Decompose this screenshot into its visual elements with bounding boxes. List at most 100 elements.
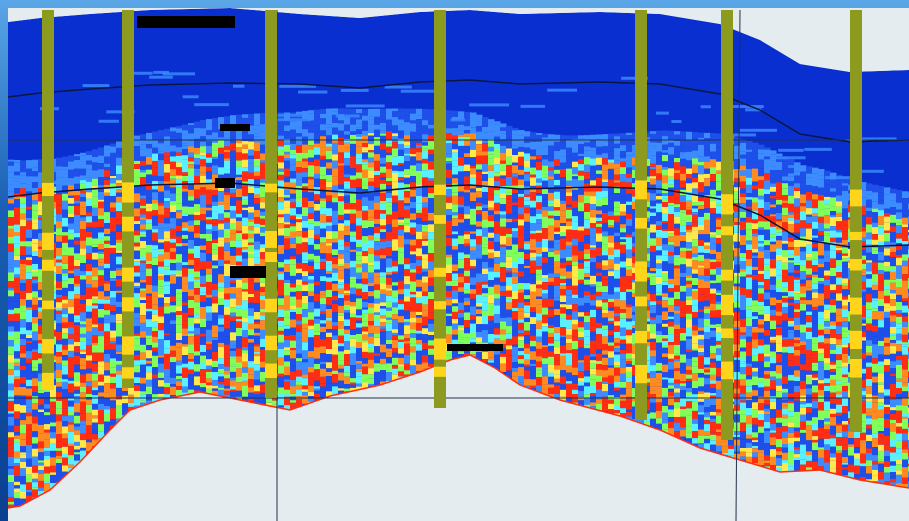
stratum-cell: [176, 187, 183, 195]
stratum-cell: [236, 390, 243, 397]
stratum-cell: [116, 270, 123, 276]
stratum-cell: [86, 339, 93, 346]
stratum-cell: [158, 191, 165, 195]
stratum-cell: [128, 394, 135, 403]
stratum-cell: [326, 208, 333, 216]
stratum-cell: [80, 255, 87, 264]
stratum-cell: [362, 150, 369, 153]
stratum-cell: [194, 307, 201, 315]
stratum-cell: [356, 119, 363, 124]
stratum-cell: [290, 248, 297, 257]
stratum-cell: [20, 383, 27, 387]
stratum-cell: [530, 346, 537, 352]
stratum-cell: [326, 317, 333, 321]
stratum-cell: [350, 273, 357, 277]
stratum-cell: [536, 148, 543, 152]
stratum-cell: [68, 344, 75, 351]
stratum-cell: [92, 162, 99, 171]
stratum-cell: [428, 128, 435, 136]
stratum-cell: [176, 126, 183, 129]
stratum-cell: [548, 140, 555, 146]
stratum-cell: [392, 234, 399, 240]
stratum-cell: [116, 141, 123, 148]
stratum-cell: [518, 248, 525, 252]
stratum-cell: [506, 268, 513, 271]
stratum-cell: [56, 194, 63, 200]
stratum-cell: [386, 108, 393, 117]
stratum-cell: [398, 294, 405, 300]
stratum-cell: [374, 371, 381, 380]
stratum-cell: [386, 323, 393, 332]
stratum-cell: [62, 217, 69, 227]
stratum-cell: [176, 246, 183, 255]
stratum-cell: [530, 132, 537, 138]
stratum-cell: [158, 372, 165, 378]
stratum-cell: [218, 384, 225, 388]
stratum-cell: [500, 321, 507, 330]
stratum-cell: [428, 198, 435, 206]
stratum-cell: [308, 145, 315, 150]
stratum-cell: [506, 237, 513, 247]
stratum-cell: [284, 120, 291, 126]
stratum-cell: [428, 253, 435, 258]
stratum-cell: [218, 387, 225, 390]
stratum-cell: [146, 252, 153, 261]
stratum-cell: [302, 281, 309, 285]
stratum-cell: [416, 317, 423, 324]
stratum-cell: [218, 369, 225, 374]
stratum-cell: [248, 149, 255, 156]
stratum-cell: [212, 190, 219, 196]
stratum-cell: [212, 249, 219, 255]
stratum-cell: [92, 230, 99, 239]
stratum-cell: [62, 193, 69, 201]
stratum-cell: [296, 384, 303, 390]
stratum-cell: [482, 211, 489, 220]
stratum-cell: [404, 209, 411, 219]
stratum-cell: [44, 424, 51, 430]
stratum-cell: [140, 241, 147, 249]
stratum-cell: [584, 243, 591, 249]
stratum-cell: [524, 283, 531, 290]
stratum-cell: [224, 116, 231, 125]
stratum-cell: [218, 266, 225, 275]
stratum-cell: [158, 153, 165, 161]
stratum-cell: [254, 346, 261, 352]
stratum-cell: [38, 325, 45, 334]
stratum-cell: [476, 287, 483, 295]
stratum-cell: [368, 272, 375, 279]
stratum-cell: [572, 381, 579, 384]
stratum-cell: [230, 218, 237, 224]
stratum-cell: [500, 356, 507, 364]
stratum-cell: [332, 140, 339, 143]
stratum-cell: [326, 304, 333, 309]
stratum-cell: [140, 300, 147, 303]
stratum-cell: [488, 261, 495, 268]
stratum-cell: [182, 320, 189, 329]
stratum-cell: [194, 277, 201, 280]
stratum-cell: [482, 127, 489, 133]
stratum-cell: [206, 248, 213, 254]
stratum-cell: [56, 259, 63, 263]
stratum-cell: [308, 162, 315, 166]
stratum-cell: [242, 378, 249, 381]
stratum-cell: [350, 346, 357, 354]
stratum-cell: [254, 356, 261, 365]
stratum-cell: [80, 271, 87, 276]
stratum-cell: [200, 194, 207, 199]
stratum-cell: [26, 220, 33, 230]
stratum-cell: [68, 415, 75, 423]
stratum-cell: [374, 226, 381, 234]
stratum-cell: [260, 320, 267, 325]
stratum-cell: [8, 243, 15, 252]
stratum-cell: [380, 384, 387, 392]
stratum-cell: [86, 237, 93, 246]
stratum-cell: [254, 166, 261, 172]
stratum-cell: [176, 212, 183, 219]
stratum-cell: [302, 291, 309, 296]
stratum-cell: [26, 327, 33, 331]
stratum-cell: [140, 229, 147, 232]
stratum-cell: [356, 210, 363, 219]
stratum-cell: [416, 340, 423, 345]
stratum-cell: [446, 273, 453, 282]
stratum-cell: [368, 378, 375, 384]
